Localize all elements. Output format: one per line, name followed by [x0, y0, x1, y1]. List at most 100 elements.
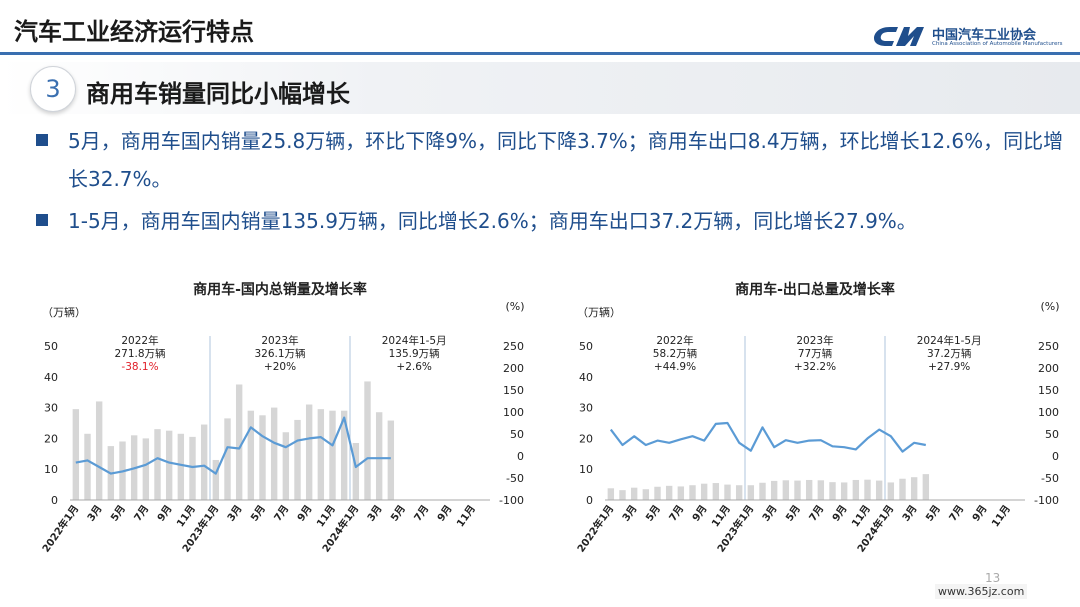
bar: [689, 485, 696, 500]
bar: [735, 485, 743, 500]
y-left-unit: （万辆）: [577, 305, 621, 319]
y-right-tick: 100: [503, 406, 524, 419]
annotation-growth: +32.2%: [794, 361, 836, 373]
annotation-growth: +2.6%: [396, 361, 431, 373]
y-right-unit: (%): [505, 300, 524, 313]
bar: [189, 436, 196, 500]
x-tick-label: 9月: [295, 503, 315, 524]
x-tick-label: 3月: [900, 503, 920, 524]
bar: [899, 478, 906, 500]
top-divider: [0, 52, 1080, 55]
x-tick-label: 7月: [667, 503, 687, 524]
chart-svg: 商用车-出口总量及增长率 （万辆） (%) 0 10 20 30 40 50 -100 -50 0 50…: [574, 281, 1059, 555]
x-tick-label: 7月: [132, 503, 152, 524]
bar: [329, 410, 336, 500]
bar: [387, 420, 395, 500]
annotation-growth: +27.9%: [928, 361, 970, 373]
bar: [747, 485, 755, 500]
bar: [875, 480, 883, 500]
bullet-1: 5月，商用车国内销量25.8万辆，环比下降9%，同比下降3.7%；商用车出口8.…: [36, 122, 1076, 200]
y-left-tick: 40: [44, 371, 58, 384]
chart-title: 商用车-出口总量及增长率: [735, 281, 895, 298]
chart-export: 商用车-出口总量及增长率 （万辆） (%) 0 10 20 30 40 50 -100 -50 0 50…: [555, 270, 1075, 570]
x-tick-label: 3月: [760, 503, 780, 524]
growth-line: [609, 421, 927, 453]
bar: [817, 480, 825, 500]
x-tick-label: 5月: [108, 503, 128, 524]
bar: [165, 430, 173, 500]
annotation-total: 58.2万辆: [653, 347, 697, 360]
bar: [200, 424, 208, 500]
y-right-tick: 150: [1038, 384, 1059, 397]
y-right-tick: -50: [1041, 472, 1059, 485]
y-left-tick: 10: [44, 463, 58, 476]
x-tick-label: 5月: [783, 503, 803, 524]
logo-name-en: China Association of Automobile Manufact…: [932, 41, 1063, 47]
section-band: [0, 62, 1080, 114]
bar: [654, 486, 661, 500]
y-left-tick: 20: [579, 432, 593, 445]
x-tick-label: 9月: [970, 503, 990, 524]
chart-title: 商用车-国内总销量及增长率: [193, 281, 367, 298]
x-tick-label: 7月: [947, 503, 967, 524]
annotation-growth: +20%: [264, 361, 296, 373]
bar: [294, 419, 301, 500]
x-tick-label: 11月: [314, 503, 338, 529]
bar: [352, 443, 360, 500]
bar: [154, 429, 161, 500]
x-tick-label: 7月: [412, 503, 432, 524]
annotation-period: 2022年: [656, 334, 693, 347]
x-tick-label: 9月: [690, 503, 710, 524]
bullet-square-icon: [36, 214, 48, 226]
x-tick-label: 11月: [849, 503, 873, 529]
x-tick-label: 5月: [388, 503, 408, 524]
bar: [224, 418, 231, 500]
bar: [282, 432, 290, 500]
bar: [607, 488, 615, 500]
section-title: 商用车销量同比小幅增长: [86, 80, 350, 108]
y-right-tick: 0: [1052, 450, 1059, 463]
bar: [910, 477, 918, 500]
y-left-tick: 0: [586, 494, 593, 507]
bar: [247, 410, 255, 500]
bar: [317, 409, 325, 500]
annotation-total: 77万辆: [798, 347, 832, 360]
chart-domestic: 商用车-国内总销量及增长率 （万辆） (%) 0 10 20 30 40 50 -100 -50 0 5…: [20, 270, 540, 570]
annotation-total: 135.9万辆: [389, 347, 440, 360]
bar: [270, 407, 278, 500]
y-left-tick: 40: [579, 371, 593, 384]
y-right-tick: 250: [1038, 340, 1059, 353]
logo-name-cn: 中国汽车工业协会: [932, 28, 1037, 43]
bar: [794, 480, 801, 500]
bar: [665, 485, 673, 500]
page-title: 汽车工业经济运行特点: [14, 18, 254, 46]
x-tick-label: 3月: [620, 503, 640, 524]
bar: [770, 480, 778, 500]
chart-svg: 商用车-国内总销量及增长率 （万辆） (%) 0 10 20 30 40 50 -100 -50 0 5…: [39, 281, 524, 555]
bar: [95, 401, 103, 500]
bullet-text: 5月，商用车国内销量25.8万辆，环比下降9%，同比下降3.7%；商用车出口8.…: [68, 129, 1064, 191]
x-tick-label: 9月: [435, 503, 455, 524]
y-right-unit: (%): [1040, 300, 1059, 313]
bar: [724, 484, 731, 500]
y-left-tick: 50: [44, 340, 58, 353]
y-left-tick: 50: [579, 340, 593, 353]
x-tick-label: 9月: [830, 503, 850, 524]
x-tick-label: 5月: [923, 503, 943, 524]
bar: [712, 483, 720, 500]
growth-line: [75, 416, 391, 475]
bar: [235, 384, 243, 500]
y-left-tick: 30: [579, 402, 593, 415]
x-tick-label: 3月: [365, 503, 385, 524]
bar: [305, 404, 313, 500]
bar: [364, 381, 371, 500]
annotation-period: 2023年: [261, 334, 298, 347]
bullet-2: 1-5月，商用车国内销量135.9万辆，同比增长2.6%；商用车出口37.2万辆…: [36, 202, 1076, 240]
section-number: 3: [30, 66, 76, 112]
annotation-total: 271.8万辆: [114, 347, 165, 360]
bar: [212, 459, 220, 500]
annotation-total: 326.1万辆: [254, 347, 305, 360]
bar: [340, 410, 348, 500]
y-left-tick: 20: [44, 432, 58, 445]
x-tick-label: 5月: [248, 503, 268, 524]
